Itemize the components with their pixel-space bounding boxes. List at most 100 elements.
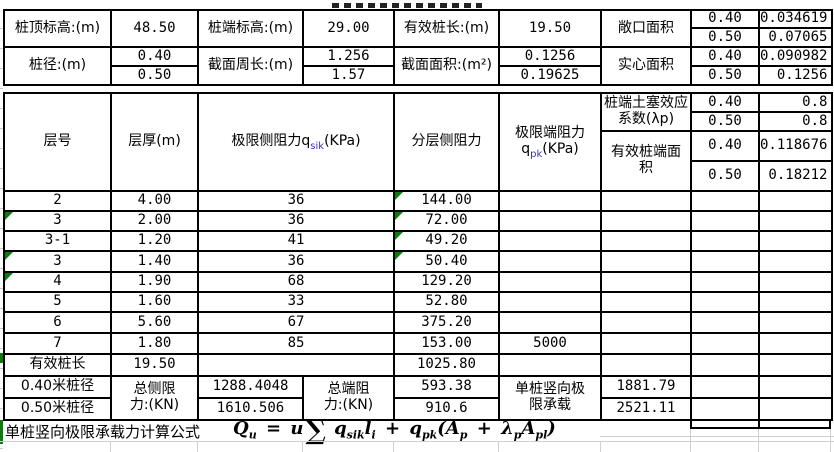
header-effective-end-area[interactable]: 有效桩端面 积 — [600, 130, 692, 192]
cell-open-area-label[interactable]: 敞口面积 — [600, 9, 692, 48]
cell-empty[interactable] — [600, 271, 692, 293]
cell-empty[interactable] — [758, 419, 831, 429]
cell-empty[interactable] — [757, 271, 834, 293]
cell-empty[interactable] — [690, 271, 760, 293]
cell-bearing-label[interactable]: 单桩竖向极 限承载 — [498, 375, 602, 421]
formula-label[interactable]: 单桩竖向极限承载力计算公式 — [5, 423, 201, 441]
cell-pile-top-elevation-label[interactable]: 桩顶标高:(m) — [3, 9, 112, 48]
cell-effective-length-label[interactable]: 有效桩长:(m) — [393, 9, 500, 48]
cell-empty[interactable] — [600, 250, 692, 273]
cell-empty[interactable] — [757, 353, 834, 377]
cell-layer-qsik[interactable]: 67 — [197, 311, 395, 334]
cell-pile-top-elevation-value[interactable]: 48.50 — [110, 9, 199, 48]
cell-layer-side-res[interactable]: 375.20 — [393, 311, 500, 334]
cell-section-area-050[interactable]: 0.19625 — [498, 65, 602, 86]
cell-side-total-050[interactable]: 1610.506 — [197, 397, 304, 421]
bearing-capacity-formula[interactable]: Qu = u∑ qsikli + qpk(Ap + λpApl) — [233, 415, 556, 446]
cell-empty[interactable] — [690, 230, 760, 252]
cell-layer-qsik[interactable]: 85 — [197, 332, 395, 355]
cell-empty[interactable] — [757, 397, 834, 421]
cell-empty[interactable] — [600, 332, 692, 355]
cell-effective-length-value[interactable]: 19.50 — [498, 9, 602, 48]
cell-plug-v1[interactable]: 0.8 — [757, 92, 834, 113]
header-qsik[interactable]: 极限侧阻力qsik(KPa) — [197, 92, 395, 192]
cell-layer-side-res[interactable]: 49.20 — [393, 230, 500, 252]
cell-empty[interactable] — [690, 397, 760, 421]
cell-layer-no[interactable]: 7 — [3, 332, 112, 355]
cell-empty[interactable] — [690, 190, 760, 212]
cell-solid-area-label[interactable]: 实心面积 — [600, 46, 692, 86]
cell-empty[interactable] — [757, 332, 834, 355]
cell-open-area-v2[interactable]: 0.07065 — [757, 27, 834, 48]
cell-solid-area-d2[interactable]: 0.50 — [690, 65, 760, 86]
cell-empty[interactable] — [600, 210, 692, 232]
cell-solid-area-v2[interactable]: 0.1256 — [757, 65, 834, 86]
cell-layer-no[interactable]: 4 — [3, 271, 112, 293]
cell-layer-no[interactable]: 3-1 — [3, 230, 112, 252]
header-layer-thickness[interactable]: 层厚(m) — [110, 92, 199, 192]
header-layer-no[interactable]: 层号 — [3, 92, 112, 192]
cell-layer-thickness[interactable]: 2.00 — [110, 210, 199, 232]
cell-layer-qsik[interactable]: 36 — [197, 190, 395, 212]
cell-side-res-sum[interactable]: 1025.80 — [393, 353, 500, 377]
cell-empty[interactable] — [600, 353, 692, 377]
header-plug-effect[interactable]: 桩端土塞效应 系数(λp) — [600, 92, 692, 132]
cell-perimeter-040[interactable]: 1.256 — [302, 46, 395, 67]
cell-eff-length-label[interactable]: 有效桩长 — [3, 353, 112, 377]
cell-layer-qsik[interactable]: 33 — [197, 291, 395, 313]
cell-end-total-label[interactable]: 总端阻 力:(KN) — [302, 375, 395, 421]
cell-solid-area-v1[interactable]: 0.090982 — [757, 46, 834, 67]
cell-layer-thickness[interactable]: 4.00 — [110, 190, 199, 212]
cell-diameter-label[interactable]: 桩径:(m) — [3, 46, 112, 86]
cell-end-area-d2[interactable]: 0.50 — [690, 160, 760, 192]
cell-layer-qpk[interactable] — [498, 230, 602, 252]
cell-layer-no[interactable]: 2 — [3, 190, 112, 212]
cell-end-area-v1[interactable]: 0.118676 — [757, 130, 834, 162]
cell-empty[interactable] — [600, 291, 692, 313]
cell-layer-side-res[interactable]: 129.20 — [393, 271, 500, 293]
cell-solid-area-d1[interactable]: 0.40 — [690, 46, 760, 67]
cell-bearing-050[interactable]: 2521.11 — [600, 397, 692, 421]
cell-empty[interactable] — [757, 311, 834, 334]
cell-layer-thickness[interactable]: 1.90 — [110, 271, 199, 293]
cell-layer-qsik[interactable]: 36 — [197, 210, 395, 232]
cell-layer-thickness[interactable]: 1.20 — [110, 230, 199, 252]
cell-empty[interactable] — [197, 353, 395, 377]
cell-diameter-050[interactable]: 0.50 — [110, 65, 199, 86]
cell-plug-v2[interactable]: 0.8 — [757, 111, 834, 132]
cell-perimeter-label[interactable]: 截面周长:(m) — [197, 46, 304, 86]
cell-empty[interactable] — [690, 332, 760, 355]
cell-empty[interactable] — [600, 190, 692, 212]
cell-layer-side-res[interactable]: 52.80 — [393, 291, 500, 313]
cell-empty[interactable] — [757, 250, 834, 273]
cell-empty[interactable] — [757, 190, 834, 212]
cell-plug-d1[interactable]: 0.40 — [690, 92, 760, 113]
cell-bearing-040[interactable]: 1881.79 — [600, 375, 692, 399]
cell-layer-thickness[interactable]: 1.60 — [110, 291, 199, 313]
cell-layer-no[interactable]: 3 — [3, 210, 112, 232]
cell-layer-qpk[interactable] — [498, 311, 602, 334]
cell-d40-label[interactable]: 0.40米桩径 — [3, 375, 112, 399]
cell-empty[interactable] — [690, 210, 760, 232]
cell-layer-thickness[interactable]: 1.40 — [110, 250, 199, 273]
cell-empty[interactable] — [690, 419, 760, 429]
cell-layer-side-res[interactable]: 72.00 — [393, 210, 500, 232]
cell-layer-qpk[interactable] — [498, 190, 602, 212]
cell-open-area-v1[interactable]: 0.034619 — [757, 9, 834, 29]
cell-empty[interactable] — [600, 311, 692, 334]
cell-layer-qpk[interactable] — [498, 250, 602, 273]
cell-layer-thickness[interactable]: 5.60 — [110, 311, 199, 334]
cell-empty[interactable] — [757, 210, 834, 232]
cell-layer-no[interactable]: 6 — [3, 311, 112, 334]
cell-d50-label[interactable]: 0.50米桩径 — [3, 397, 112, 421]
cell-empty[interactable] — [600, 230, 692, 252]
cell-perimeter-050[interactable]: 1.57 — [302, 65, 395, 86]
cell-layer-qpk[interactable] — [498, 291, 602, 313]
cell-side-total-label[interactable]: 总侧限 力:(KN) — [110, 375, 199, 421]
cell-layer-qsik[interactable]: 41 — [197, 230, 395, 252]
cell-end-total-040[interactable]: 593.38 — [393, 375, 500, 399]
cell-end-total-050[interactable]: 910.6 — [393, 397, 500, 421]
cell-plug-d2[interactable]: 0.50 — [690, 111, 760, 132]
cell-layer-qpk[interactable]: 5000 — [498, 332, 602, 355]
cell-section-area-label[interactable]: 截面面积:(m²) — [393, 46, 500, 86]
